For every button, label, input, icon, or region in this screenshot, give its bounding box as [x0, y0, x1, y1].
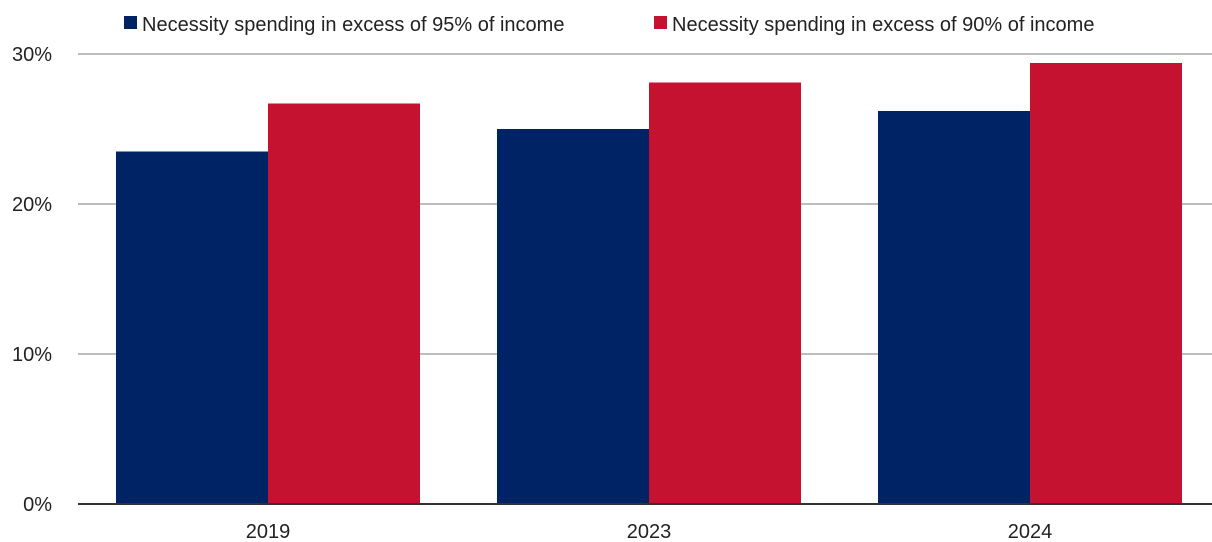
bars	[116, 63, 1182, 504]
x-tick-label-2024: 2024	[1008, 521, 1053, 542]
legend-swatch-90	[654, 16, 667, 29]
bar-2024-95pct	[878, 111, 1030, 504]
y-tick-label-10pct: 10%	[12, 344, 52, 366]
y-axis-tick-labels: 0% 10% 20% 30%	[12, 44, 52, 516]
legend: Necessity spending in excess of 95% of i…	[124, 14, 1094, 36]
y-tick-label-20pct: 20%	[12, 194, 52, 216]
x-tick-label-2023: 2023	[627, 521, 672, 542]
bar-2019-90pct	[268, 103, 420, 504]
legend-swatch-95	[124, 16, 137, 29]
legend-label-95: Necessity spending in excess of 95% of i…	[142, 14, 564, 36]
legend-label-90: Necessity spending in excess of 90% of i…	[672, 14, 1094, 36]
bar-2023-90pct	[649, 82, 801, 504]
bar-2024-90pct	[1030, 63, 1182, 504]
y-tick-label-0pct: 0%	[23, 494, 52, 516]
y-tick-label-30pct: 30%	[12, 44, 52, 66]
x-tick-label-2019: 2019	[246, 521, 291, 542]
bar-2019-95pct	[116, 151, 268, 504]
x-axis-tick-labels: 2019 2023 2024	[246, 521, 1053, 542]
bar-2023-95pct	[497, 129, 649, 504]
